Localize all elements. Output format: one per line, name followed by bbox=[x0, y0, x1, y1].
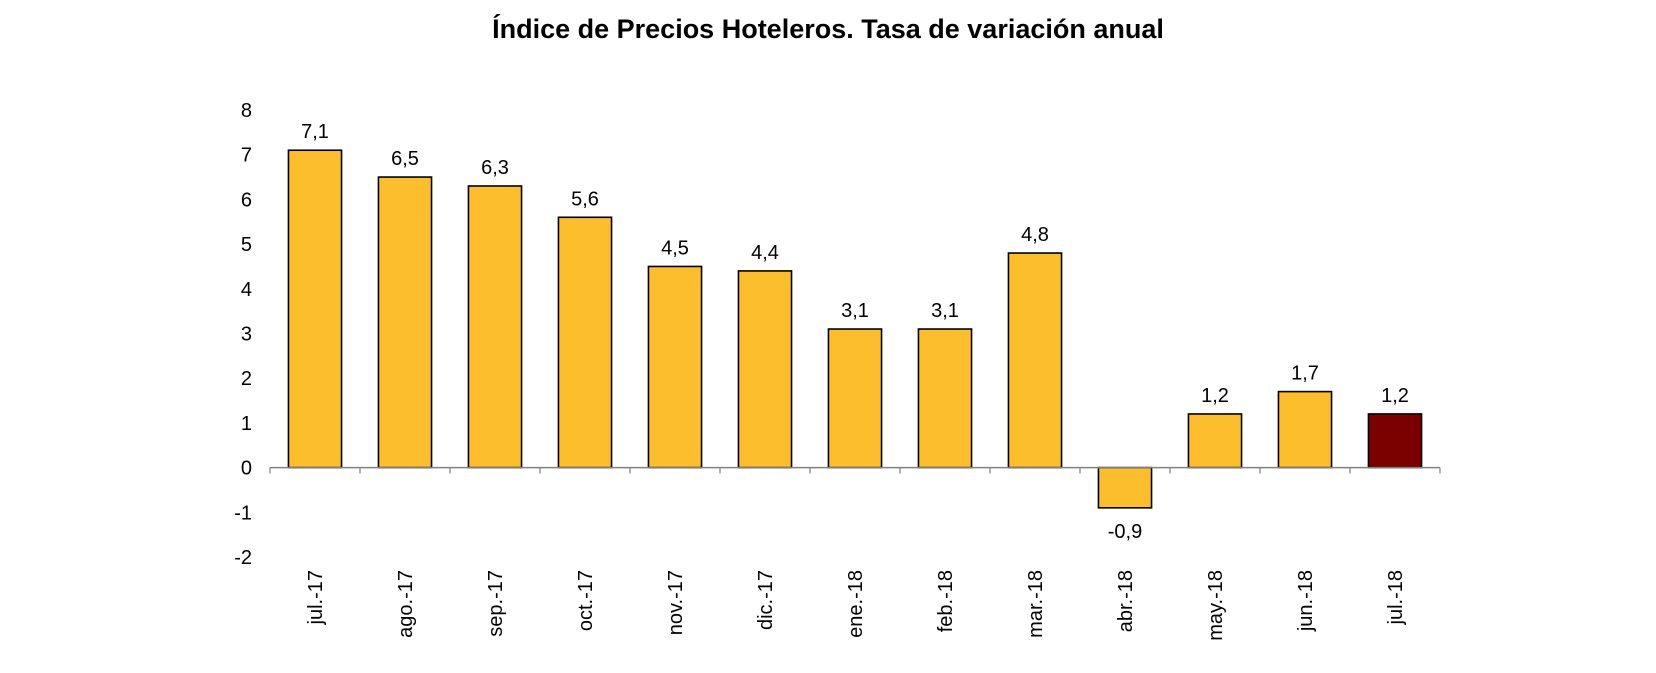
x-tick-label: may.-18 bbox=[1205, 570, 1227, 641]
x-tick-label: nov.-17 bbox=[665, 570, 687, 635]
x-axis-labels: jul.-17 ago.-17 sep.-17 oct.-17 nov.-17 dic.-… bbox=[305, 570, 1407, 641]
data-label: 3,1 bbox=[841, 300, 869, 322]
data-label: 7,1 bbox=[301, 121, 329, 143]
y-tick-label: 6 bbox=[241, 189, 252, 211]
bar-oct.-17 bbox=[557, 216, 613, 469]
bar-feb.-18 bbox=[917, 328, 973, 469]
y-tick-label: 7 bbox=[241, 145, 252, 167]
y-axis-ticks: 8 7 6 5 4 3 2 1 0 -1 -2 bbox=[234, 100, 252, 569]
data-labels: 7,1 6,5 6,3 5,6 4,5 4,4 3,1 3,1 4,8 -0,9 1,2 1,7 1,2 bbox=[301, 121, 1409, 543]
bar-mar.-18 bbox=[1007, 252, 1063, 469]
y-tick-label: 1 bbox=[241, 413, 252, 435]
x-tick-label: jul.-17 bbox=[305, 570, 327, 625]
data-label: 5,6 bbox=[571, 188, 599, 210]
bar-ago.-17 bbox=[377, 176, 433, 469]
x-tick-label: ene.-18 bbox=[845, 570, 867, 638]
bars bbox=[287, 149, 1423, 509]
x-tick-label: ago.-17 bbox=[395, 570, 417, 638]
data-label: 4,5 bbox=[661, 237, 689, 259]
bar-dic.-17 bbox=[737, 270, 793, 469]
data-label: 6,3 bbox=[481, 157, 509, 179]
data-label: 3,1 bbox=[931, 300, 959, 322]
data-label: 1,7 bbox=[1291, 363, 1319, 385]
data-label: 4,8 bbox=[1021, 224, 1049, 246]
bar-ene.-18 bbox=[827, 328, 883, 469]
data-label: 6,5 bbox=[391, 148, 419, 170]
bar-nov.-17 bbox=[647, 265, 703, 469]
y-tick-label: 2 bbox=[241, 368, 252, 390]
y-tick-label: -1 bbox=[234, 502, 252, 524]
x-tick-label: jun.-18 bbox=[1295, 570, 1317, 632]
x-tick-label: mar.-18 bbox=[1025, 570, 1047, 638]
bar-jun.-18 bbox=[1277, 390, 1333, 469]
data-label: 1,2 bbox=[1201, 385, 1229, 407]
bar-jul.-18 bbox=[1367, 413, 1423, 469]
x-tick-label: oct.-17 bbox=[575, 570, 597, 631]
data-label: 1,2 bbox=[1381, 385, 1409, 407]
y-tick-label: 3 bbox=[241, 324, 252, 346]
y-tick-label: 8 bbox=[241, 100, 252, 122]
axes bbox=[269, 466, 1441, 474]
bar-sep.-17 bbox=[467, 185, 523, 469]
bar-jul.-17 bbox=[287, 149, 343, 469]
bar-may.-18 bbox=[1187, 413, 1243, 469]
x-tick-label: jul.-18 bbox=[1385, 570, 1407, 625]
x-tick-label: dic.-17 bbox=[755, 570, 777, 630]
data-label: -0,9 bbox=[1108, 521, 1142, 543]
x-tick-label: feb.-18 bbox=[935, 570, 957, 632]
y-tick-label: 0 bbox=[241, 458, 252, 480]
chart-title: Índice de Precios Hoteleros. Tasa de var… bbox=[492, 14, 1164, 44]
x-tick-label: sep.-17 bbox=[485, 570, 507, 637]
bar-abr.-18 bbox=[1097, 466, 1153, 509]
y-tick-label: 5 bbox=[241, 234, 252, 256]
data-label: 4,4 bbox=[751, 242, 779, 264]
x-tick-label: abr.-18 bbox=[1115, 570, 1137, 632]
y-tick-label: -2 bbox=[234, 547, 252, 569]
y-tick-label: 4 bbox=[241, 279, 252, 301]
